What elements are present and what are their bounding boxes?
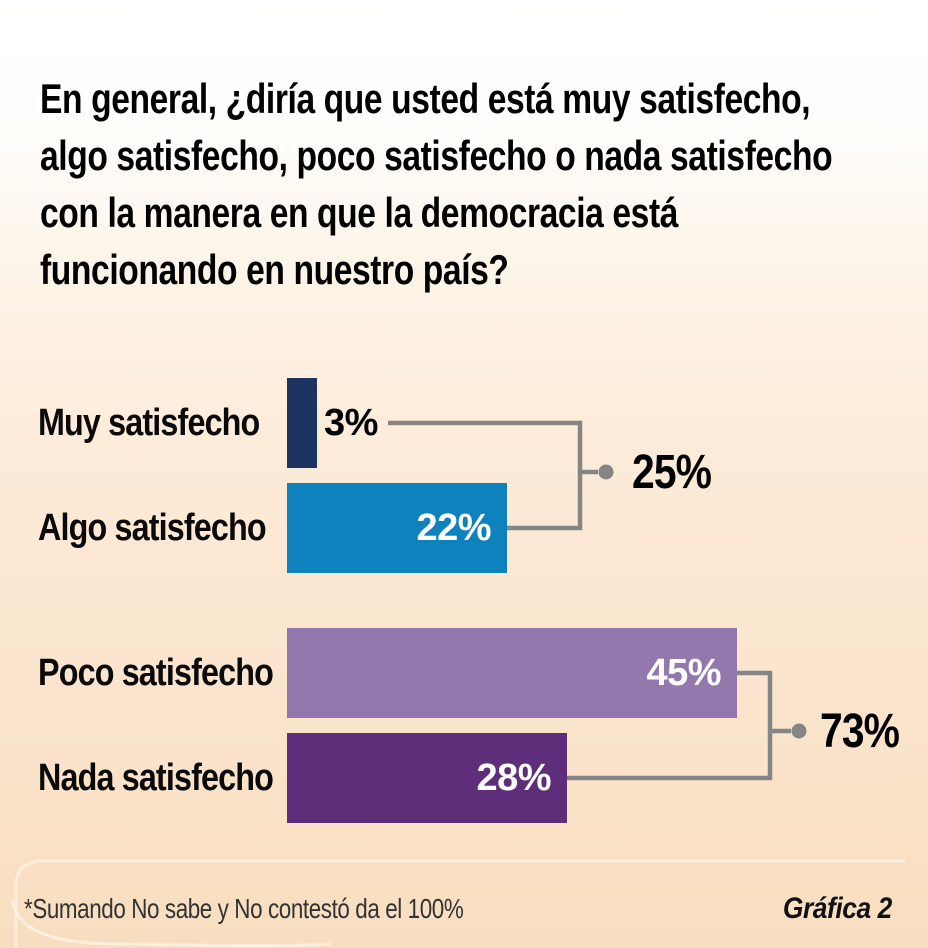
bracket-bottom-dot <box>791 723 807 739</box>
chart-caption: Gráfica 2 <box>782 892 892 925</box>
bar-value-label: 22% <box>416 506 491 549</box>
bracket-top-dot <box>598 464 614 480</box>
category-label-algo-satisfecho: Algo satisfecho <box>38 506 267 549</box>
subtotal-label-73: 73% <box>820 704 900 758</box>
subtotal-label-25: 25% <box>632 445 712 499</box>
footnote: *Sumando No sabe y No contestó da el 100… <box>24 893 464 924</box>
bar-muy-satisfecho <box>287 378 317 468</box>
chart-question-title: En general, ¿diría que usted está muy sa… <box>40 75 833 293</box>
bar-value-label: 28% <box>476 756 551 799</box>
category-label-poco-satisfecho: Poco satisfecho <box>38 651 274 694</box>
category-label-nada-satisfecho: Nada satisfecho <box>38 756 274 799</box>
bar-algo-satisfecho: 22% <box>287 483 507 573</box>
bar-value-label: 45% <box>646 651 721 694</box>
category-label-muy-satisfecho: Muy satisfecho <box>38 401 260 444</box>
bar-value-label-outside: 3% <box>324 401 378 444</box>
bar-nada-satisfecho: 28% <box>287 733 567 823</box>
bar-poco-satisfecho: 45% <box>287 628 737 718</box>
